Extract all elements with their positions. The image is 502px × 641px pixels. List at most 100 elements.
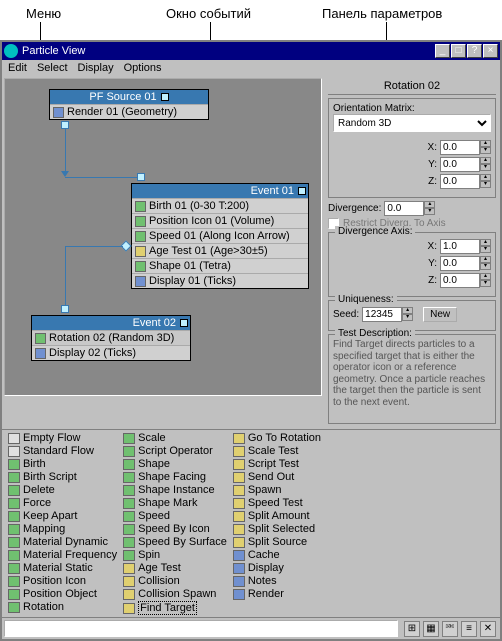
depot-item[interactable]: Cache [233, 549, 321, 561]
depot-item[interactable]: Display [233, 562, 321, 574]
spin-up[interactable]: ▴ [424, 201, 435, 208]
op-display2[interactable]: Display 02 (Ticks) [32, 345, 190, 360]
depot-item[interactable]: Delete [8, 484, 117, 496]
depot-item[interactable]: Rotation [8, 601, 117, 613]
new-seed-button[interactable]: New [423, 307, 457, 322]
depot-item[interactable]: Standard Flow [8, 445, 117, 457]
tool-1[interactable]: ⊞ [404, 621, 420, 637]
emitter-handle-icon[interactable] [161, 93, 169, 101]
depot-item[interactable]: Go To Rotation [233, 432, 321, 444]
depot-item[interactable]: Speed Test [233, 497, 321, 509]
menu-edit[interactable]: Edit [8, 62, 27, 74]
depot-item[interactable]: Age Test [123, 562, 227, 574]
spin-up[interactable]: ▴ [480, 174, 491, 181]
op-display[interactable]: Display 01 (Ticks) [132, 273, 308, 288]
depot-item[interactable]: Spawn [233, 484, 321, 496]
depot-item[interactable]: Shape Mark [123, 497, 227, 509]
spin-up[interactable]: ▴ [480, 239, 491, 246]
input-handle[interactable] [61, 305, 69, 313]
depot-item[interactable]: Send Out [233, 471, 321, 483]
depot-item[interactable]: Script Test [233, 458, 321, 470]
menu-select[interactable]: Select [37, 62, 68, 74]
depot-item[interactable]: Render [233, 588, 321, 600]
orientation-select[interactable]: Random 3D [333, 114, 491, 132]
depot-item[interactable]: Speed By Icon [123, 523, 227, 535]
help-button[interactable]: ? [467, 44, 482, 58]
depot-item[interactable]: Position Icon [8, 575, 117, 587]
depot-item[interactable]: Shape [123, 458, 227, 470]
x-spinner[interactable] [440, 140, 480, 155]
depot-item[interactable]: Shape Instance [123, 484, 227, 496]
seed-spinner[interactable] [362, 307, 402, 322]
spin-up[interactable]: ▴ [480, 140, 491, 147]
depot-item[interactable]: Material Frequency [8, 549, 117, 561]
op-render[interactable]: Render 01 (Geometry) [50, 104, 208, 119]
spin-up[interactable]: ▴ [480, 273, 491, 280]
depot-item[interactable]: Material Static [8, 562, 117, 574]
dz-spinner[interactable] [440, 273, 480, 288]
depot-item[interactable]: Birth Script [8, 471, 117, 483]
spin-down[interactable]: ▾ [480, 181, 491, 188]
depot-item[interactable]: Material Dynamic [8, 536, 117, 548]
depot-item[interactable]: Birth [8, 458, 117, 470]
spin-down[interactable]: ▾ [480, 164, 491, 171]
spin-down[interactable]: ▾ [424, 208, 435, 215]
output-handle[interactable] [61, 121, 69, 129]
event01-node[interactable]: Event 01 Birth 01 (0-30 T:200) Position … [131, 183, 309, 289]
depot-item[interactable]: Force [8, 497, 117, 509]
depot-item[interactable]: Speed [123, 510, 227, 522]
depot-item[interactable]: Split Selected [233, 523, 321, 535]
depot-item[interactable]: Collision [123, 575, 227, 587]
depot-item[interactable]: Empty Flow [8, 432, 117, 444]
depot-item[interactable]: Split Source [233, 536, 321, 548]
spin-down[interactable]: ▾ [402, 314, 413, 321]
tool-3[interactable]: ⎃ [442, 621, 458, 637]
event02-header[interactable]: Event 02 [32, 316, 190, 330]
op-speed[interactable]: Speed 01 (Along Icon Arrow) [132, 228, 308, 243]
op-rotation[interactable]: Rotation 02 (Random 3D) [32, 330, 190, 345]
event02-node[interactable]: Event 02 Rotation 02 (Random 3D) Display… [31, 315, 191, 361]
spin-up[interactable]: ▴ [402, 307, 413, 314]
depot-item[interactable]: Find Target [123, 601, 227, 615]
depot-item[interactable]: Collision Spawn [123, 588, 227, 600]
depot-item[interactable]: Mapping [8, 523, 117, 535]
close-button[interactable]: × [483, 44, 498, 58]
depot-item[interactable]: Scale [123, 432, 227, 444]
tool-2[interactable]: ▦ [423, 621, 439, 637]
op-agetest[interactable]: Age Test 01 (Age>30±5) [132, 243, 308, 258]
depot-item[interactable]: Script Operator [123, 445, 227, 457]
event-canvas[interactable]: PF Source 01 Render 01 (Geometry) Event … [4, 78, 322, 396]
menu-display[interactable]: Display [78, 62, 114, 74]
depot-item[interactable]: Notes [233, 575, 321, 587]
depot-item[interactable]: Shape Facing [123, 471, 227, 483]
tool-5[interactable]: ✕ [480, 621, 496, 637]
pf-source-node[interactable]: PF Source 01 Render 01 (Geometry) [49, 89, 209, 120]
op-position[interactable]: Position Icon 01 (Volume) [132, 213, 308, 228]
event01-header[interactable]: Event 01 [132, 184, 308, 198]
depot-item[interactable]: Split Amount [233, 510, 321, 522]
dy-spinner[interactable] [440, 256, 480, 271]
minimize-button[interactable]: _ [435, 44, 450, 58]
op-birth[interactable]: Birth 01 (0-30 T:200) [132, 198, 308, 213]
maximize-button[interactable]: □ [451, 44, 466, 58]
menu-options[interactable]: Options [124, 62, 162, 74]
titlebar[interactable]: Particle View _ □ ? × [2, 42, 500, 60]
pf-source-header[interactable]: PF Source 01 [50, 90, 208, 104]
spin-down[interactable]: ▾ [480, 246, 491, 253]
depot-item[interactable]: Keep Apart [8, 510, 117, 522]
emitter-handle-icon[interactable] [298, 187, 306, 195]
z-spinner[interactable] [440, 174, 480, 189]
spin-down[interactable]: ▾ [480, 147, 491, 154]
spin-up[interactable]: ▴ [480, 256, 491, 263]
y-spinner[interactable] [440, 157, 480, 172]
emitter-handle-icon[interactable] [180, 319, 188, 327]
op-shape[interactable]: Shape 01 (Tetra) [132, 258, 308, 273]
depot-item[interactable]: Speed By Surface [123, 536, 227, 548]
depot-item[interactable]: Scale Test [233, 445, 321, 457]
spin-down[interactable]: ▾ [480, 280, 491, 287]
divergence-spinner[interactable] [384, 201, 424, 216]
input-handle[interactable] [137, 173, 145, 181]
depot-item[interactable]: Position Object [8, 588, 117, 600]
tool-4[interactable]: ≡ [461, 621, 477, 637]
dx-spinner[interactable] [440, 239, 480, 254]
